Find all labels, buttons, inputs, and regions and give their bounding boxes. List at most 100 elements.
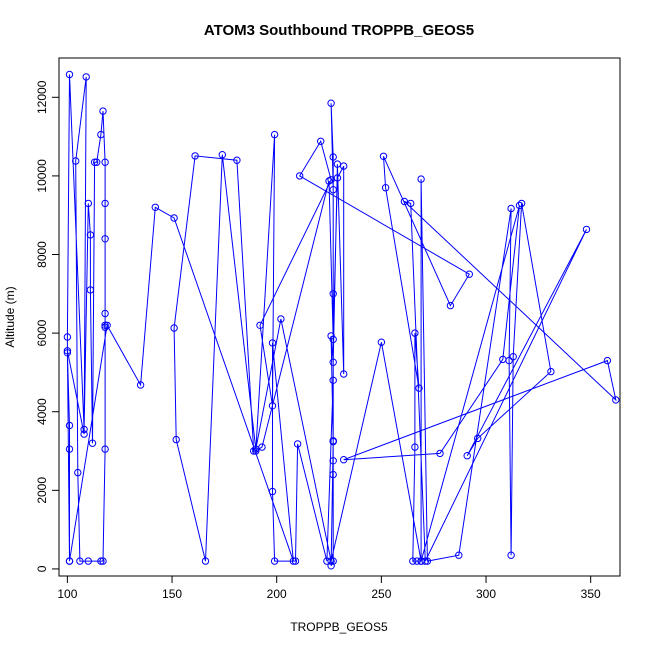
data-point	[101, 158, 109, 166]
data-point	[421, 557, 429, 565]
data-point	[268, 339, 277, 347]
data-point	[417, 175, 425, 183]
plot-frame	[58, 57, 621, 577]
x-tick-label: 100	[57, 587, 77, 601]
data-point	[84, 557, 93, 565]
data-point	[377, 338, 386, 346]
data-point	[329, 186, 337, 194]
data-point	[411, 329, 419, 337]
x-tick-label: 350	[581, 587, 601, 601]
data-point	[101, 445, 109, 453]
data-point	[517, 199, 526, 208]
data-point	[409, 557, 417, 565]
data-point	[191, 152, 199, 160]
data-point	[612, 396, 620, 404]
y-tick-label: 10000	[35, 159, 49, 193]
data-point	[329, 290, 337, 298]
data-point	[515, 201, 524, 210]
data-point	[329, 457, 337, 465]
data-point	[329, 358, 337, 366]
data-point	[65, 557, 74, 565]
data-point	[415, 384, 423, 392]
data-point	[101, 235, 109, 243]
x-axis: 100 150 200 250 300 350	[57, 575, 601, 601]
data-point	[411, 443, 419, 451]
data-point	[547, 367, 555, 376]
data-point	[329, 376, 337, 384]
data-point	[82, 73, 90, 81]
data-point	[329, 153, 337, 161]
data-point	[76, 557, 84, 565]
x-axis-label: TROPPB_GEOS5	[290, 620, 388, 634]
data-point	[340, 370, 348, 378]
data-point	[465, 270, 473, 278]
data-point	[97, 557, 105, 565]
data-point	[103, 321, 111, 329]
series-points	[63, 70, 620, 570]
data-point	[65, 70, 74, 79]
data-point	[170, 214, 178, 222]
data-point	[474, 434, 482, 443]
data-point	[101, 321, 109, 329]
data-point	[455, 551, 463, 559]
y-tick-label: 12000	[35, 80, 49, 114]
data-point	[329, 437, 337, 445]
data-point	[446, 301, 455, 310]
data-point	[381, 184, 390, 192]
data-point	[63, 347, 72, 355]
y-tick-label: 6000	[35, 319, 49, 346]
data-point	[417, 557, 425, 565]
data-point	[507, 551, 515, 559]
data-point	[277, 315, 285, 323]
data-point	[65, 421, 74, 430]
data-point	[63, 333, 72, 341]
data-point	[218, 151, 227, 159]
data-point	[80, 425, 88, 434]
data-point	[84, 199, 93, 208]
data-point	[256, 321, 264, 329]
data-point	[90, 158, 99, 166]
y-tick-label: 4000	[35, 398, 49, 425]
data-point	[291, 557, 300, 565]
data-point	[327, 99, 335, 107]
data-point	[72, 157, 80, 165]
data-point	[270, 130, 279, 139]
data-point	[293, 440, 302, 448]
data-point	[379, 152, 388, 161]
series-line	[66, 74, 617, 567]
data-point	[329, 470, 337, 479]
data-point	[327, 557, 335, 565]
data-point	[97, 130, 105, 139]
data-point	[136, 381, 145, 389]
data-point	[99, 107, 107, 115]
data-point	[86, 286, 95, 294]
x-tick-label: 300	[476, 587, 496, 601]
data-point	[86, 231, 95, 239]
data-point	[250, 447, 258, 455]
data-point	[268, 402, 277, 410]
data-point	[268, 487, 277, 496]
data-point	[93, 158, 101, 166]
data-point	[400, 197, 409, 206]
data-point	[329, 335, 337, 344]
data-point	[413, 557, 421, 565]
data-point	[327, 176, 335, 184]
data-point	[499, 355, 507, 364]
data-point	[172, 435, 180, 444]
chart-title: ATOM3 Southbound TROPPB_GEOS5	[204, 22, 474, 39]
data-point	[80, 430, 88, 438]
y-axis: 0 2000 4000 6000 8000 10000 12000	[35, 80, 60, 572]
data-point	[252, 445, 260, 453]
data-point	[65, 445, 74, 453]
data-point	[99, 557, 107, 565]
data-point	[327, 562, 335, 570]
x-tick-label: 200	[267, 587, 287, 601]
data-point	[340, 162, 348, 170]
data-point	[509, 353, 517, 361]
data-point	[201, 557, 210, 565]
y-tick-label: 0	[35, 565, 49, 572]
data-point	[170, 324, 178, 332]
data-point	[74, 468, 82, 477]
